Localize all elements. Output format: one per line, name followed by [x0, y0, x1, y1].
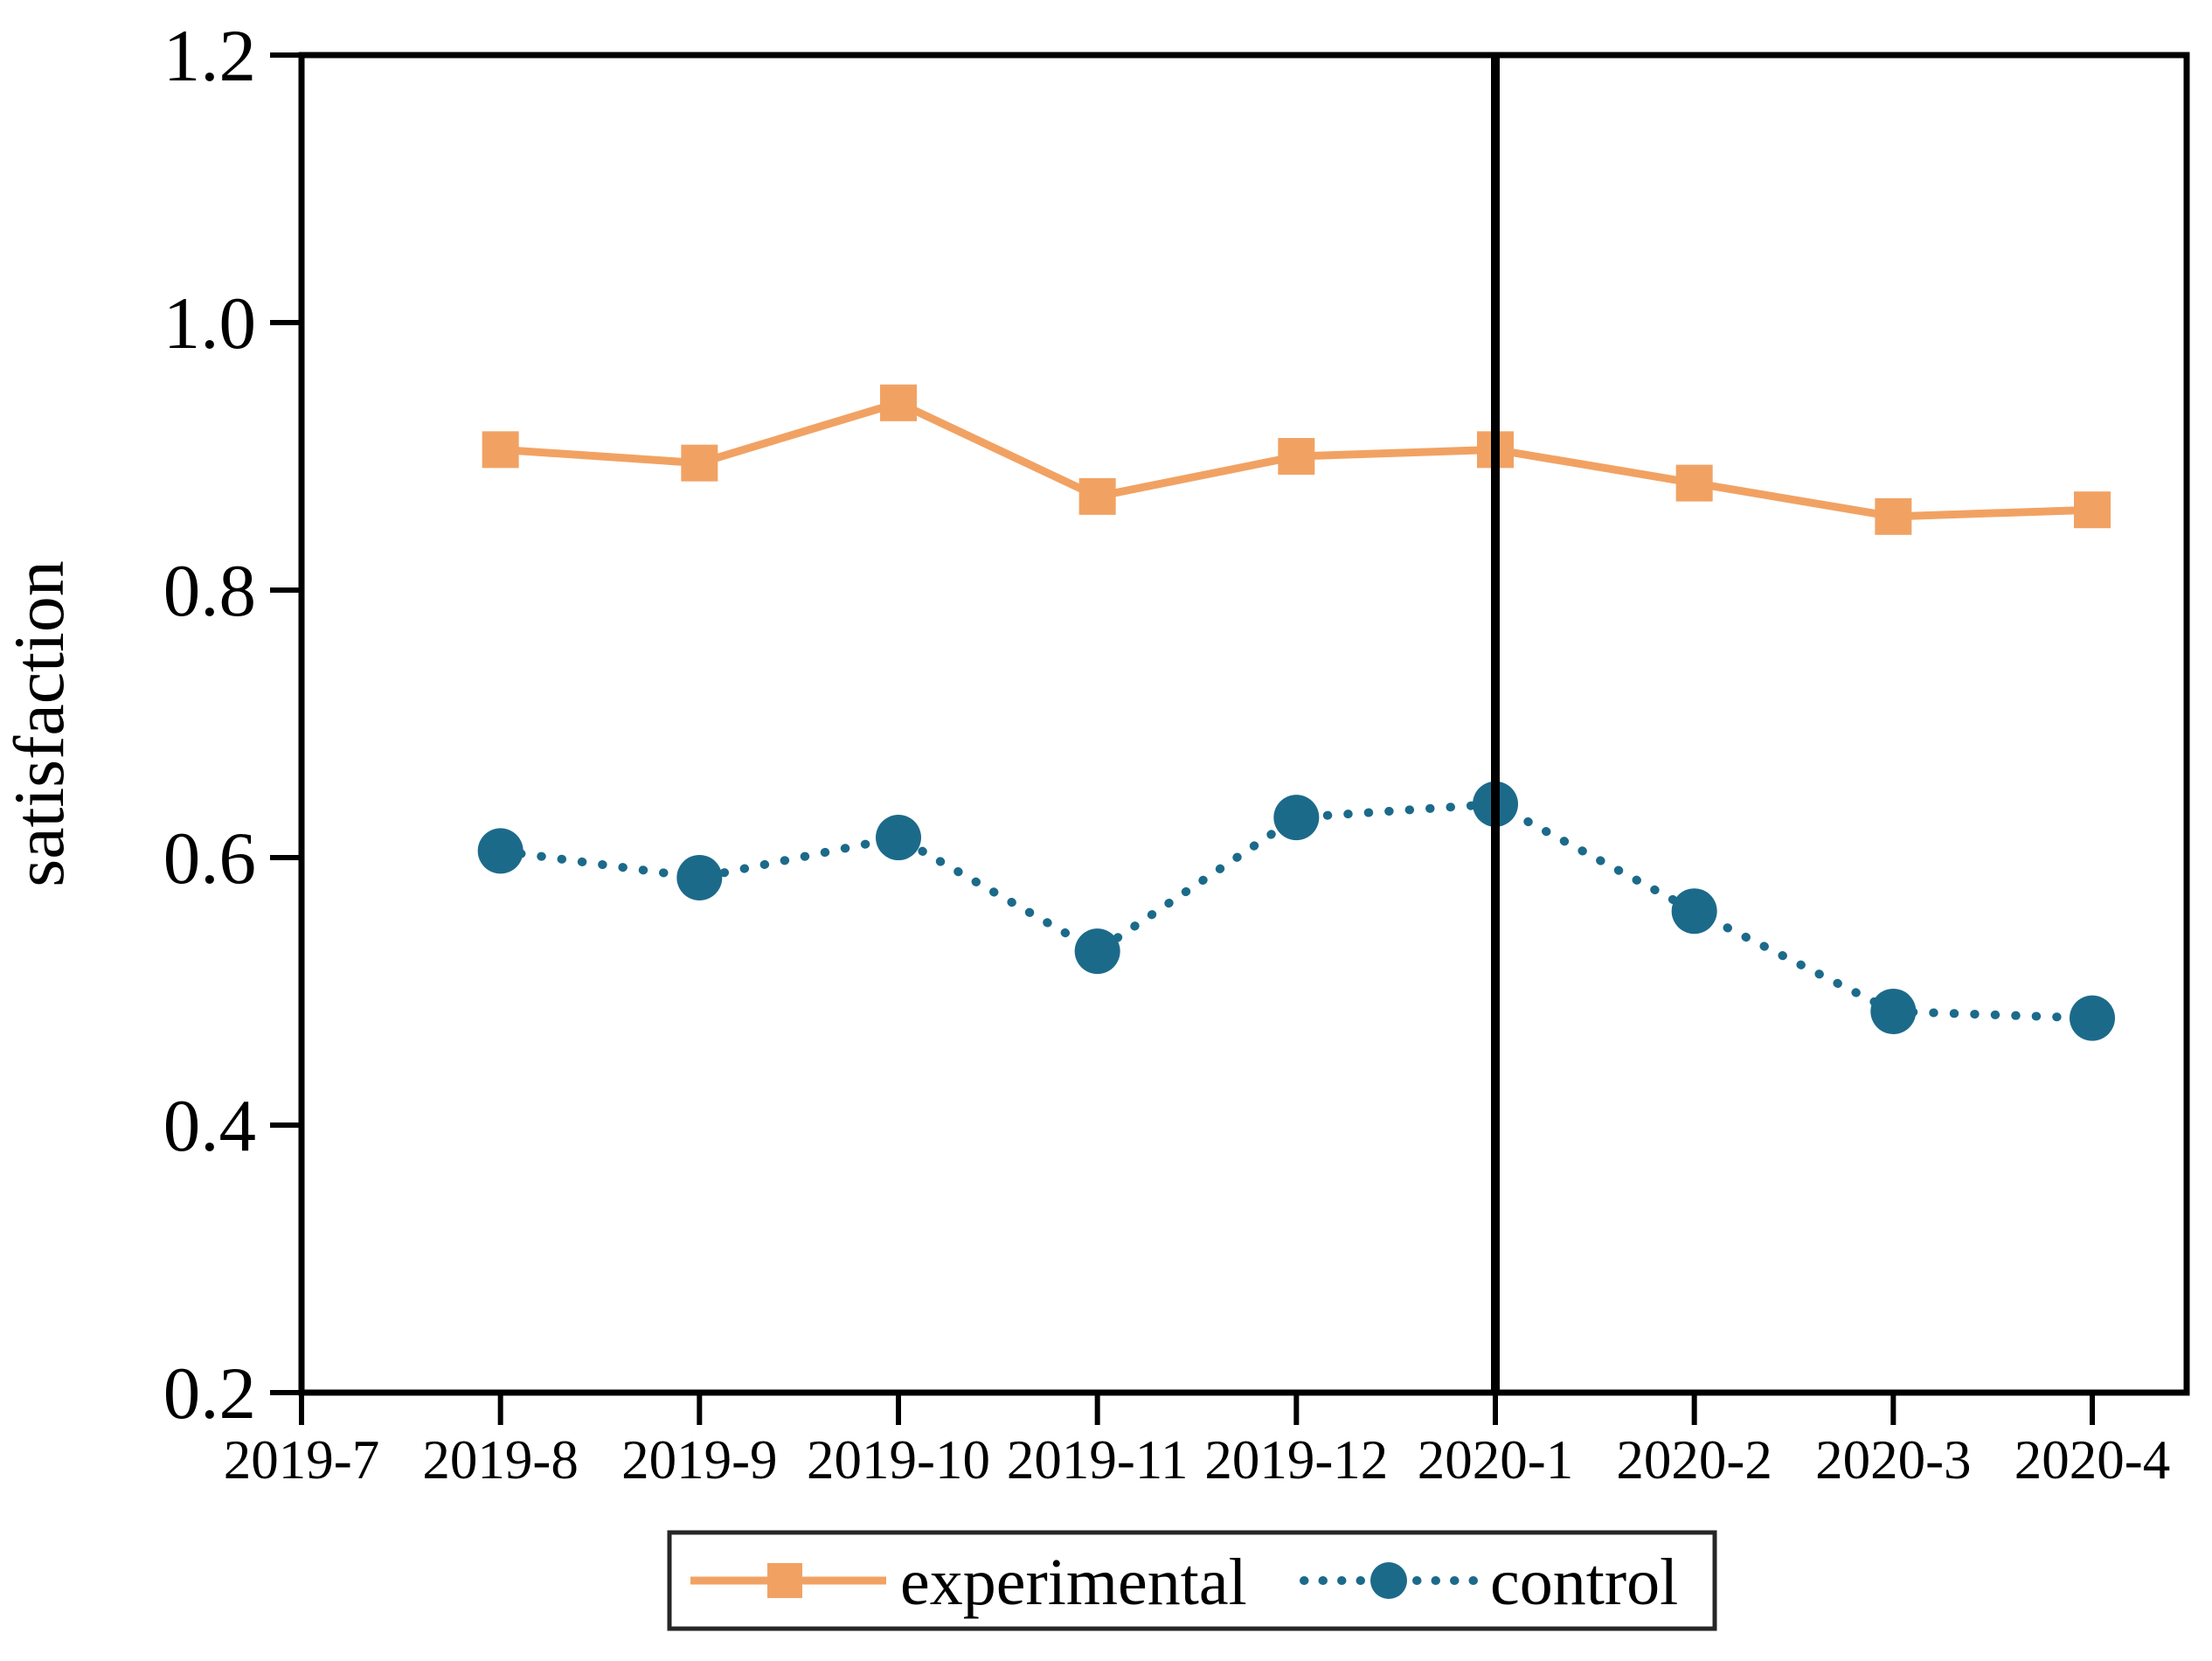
- experimental-marker: [482, 431, 519, 469]
- control-marker: [2070, 995, 2115, 1041]
- y-tick-label: 0.2: [163, 1352, 256, 1435]
- control-marker: [1671, 888, 1717, 935]
- experimental-marker: [1078, 477, 1116, 515]
- x-tick-label: 2019-12: [1204, 1429, 1388, 1491]
- legend-label-experimental: experimental: [900, 1546, 1247, 1619]
- legend-control-marker: [1370, 1562, 1407, 1599]
- experimental-marker: [880, 384, 917, 421]
- y-tick-label: 0.4: [163, 1085, 256, 1167]
- x-tick-label: 2019-8: [422, 1429, 578, 1491]
- control-marker: [676, 854, 723, 900]
- control-marker: [477, 828, 524, 874]
- x-tick-label: 2020-4: [2014, 1429, 2170, 1491]
- x-tick-label: 2019-11: [1007, 1429, 1189, 1491]
- x-tick-label: 2019-7: [224, 1429, 379, 1491]
- experimental-marker: [1875, 497, 1912, 535]
- y-tick-label: 0.6: [163, 817, 256, 900]
- control-marker: [1074, 928, 1120, 975]
- y-axis-label: satisfaction: [0, 560, 79, 886]
- x-tick-label: 2020-3: [1815, 1429, 1971, 1491]
- control-marker: [1870, 988, 1917, 1034]
- y-tick-label: 0.8: [163, 550, 256, 632]
- x-tick-label: 2019-10: [807, 1429, 990, 1491]
- x-tick-label: 2020-2: [1616, 1429, 1772, 1491]
- plot-frame: [298, 52, 2190, 1396]
- legend-label-control: control: [1490, 1546, 1678, 1619]
- y-tick-label: 1.2: [163, 15, 256, 97]
- y-tick-label: 1.0: [163, 282, 256, 365]
- x-tick-label: 2020-1: [1418, 1429, 1573, 1491]
- legend-experimental-marker: [767, 1563, 802, 1598]
- experimental-marker: [681, 444, 718, 482]
- x-tick-label: 2019-9: [621, 1429, 777, 1491]
- experimental-marker: [1675, 464, 1713, 502]
- experimental-marker: [2074, 491, 2111, 529]
- control-marker: [1273, 795, 1320, 841]
- control-marker: [876, 815, 921, 861]
- experimental-marker: [1278, 438, 1315, 475]
- control-line: [496, 799, 2097, 1023]
